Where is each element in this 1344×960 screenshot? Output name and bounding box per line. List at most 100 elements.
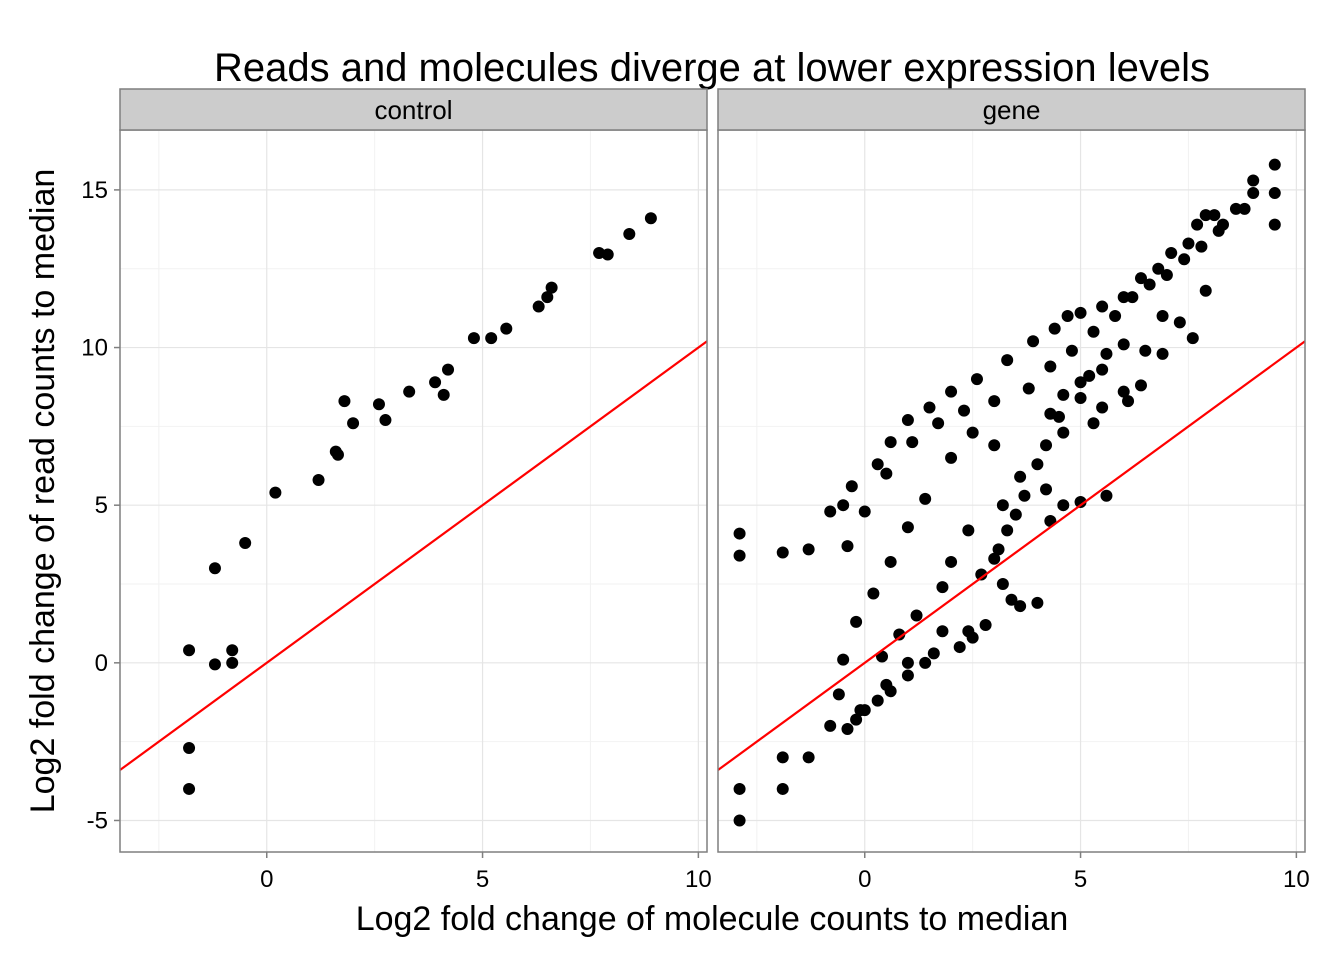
data-point: [845, 480, 858, 493]
data-point: [1009, 508, 1022, 521]
data-point: [1152, 262, 1165, 275]
data-point: [183, 782, 196, 795]
data-point: [966, 631, 979, 644]
data-point: [945, 385, 958, 398]
data-point: [1126, 291, 1139, 304]
data-point: [1074, 496, 1087, 509]
data-point: [923, 401, 936, 414]
data-point: [988, 439, 1001, 452]
data-point: [802, 751, 815, 764]
x-tick-label: 10: [1283, 866, 1310, 893]
data-point: [379, 414, 392, 427]
facet-strip: [119, 88, 708, 131]
data-point: [183, 644, 196, 657]
data-point: [226, 644, 239, 657]
data-point: [429, 376, 442, 389]
data-point: [1083, 369, 1096, 382]
data-point: [623, 228, 636, 241]
data-point: [500, 322, 513, 335]
data-point: [996, 578, 1009, 591]
data-point: [1100, 489, 1113, 502]
data-point: [901, 656, 914, 669]
data-layer: [718, 158, 1305, 827]
data-point: [1057, 388, 1070, 401]
data-point: [824, 719, 837, 732]
data-point: [1160, 269, 1173, 282]
data-point: [1109, 310, 1122, 323]
data-point: [1048, 322, 1061, 335]
reference-line: [718, 340, 1305, 771]
data-point: [467, 332, 480, 345]
data-point: [183, 741, 196, 754]
data-point: [1208, 209, 1221, 222]
data-point: [1268, 158, 1281, 171]
data-point: [1139, 344, 1152, 357]
data-point: [936, 581, 949, 594]
data-point: [1027, 335, 1040, 348]
y-tick-label: 0: [95, 650, 108, 677]
data-point: [893, 628, 906, 641]
data-point: [880, 678, 893, 691]
data-point: [988, 552, 1001, 565]
data-point: [733, 814, 746, 827]
data-point: [1074, 376, 1087, 389]
data-point: [776, 751, 789, 764]
data-point: [1143, 278, 1156, 291]
data-point: [1186, 332, 1199, 345]
x-tick-label: 5: [476, 866, 489, 893]
data-point: [338, 395, 351, 408]
data-point: [1052, 410, 1065, 423]
data-point: [1022, 382, 1035, 395]
data-point: [1238, 202, 1251, 215]
data-point: [1031, 596, 1044, 609]
data-point: [979, 618, 992, 631]
data-point: [901, 669, 914, 682]
data-point: [854, 704, 867, 717]
data-point: [1001, 524, 1014, 537]
data-point: [1191, 218, 1204, 231]
data-point: [880, 467, 893, 480]
panel-control: control 0 5 10 -5 0 5 10 15: [81, 88, 712, 893]
data-point: [1212, 224, 1225, 237]
data-point: [988, 395, 1001, 408]
data-point: [927, 647, 940, 660]
data-point: [802, 543, 815, 556]
data-point: [837, 499, 850, 512]
data-point: [1117, 338, 1130, 351]
data-point: [208, 658, 221, 671]
reference-line: [120, 340, 707, 771]
data-point: [919, 492, 932, 505]
data-point: [1087, 417, 1100, 430]
data-point: [1061, 310, 1074, 323]
data-point: [1165, 246, 1178, 259]
data-point: [871, 458, 884, 471]
data-point: [1117, 291, 1130, 304]
data-point: [841, 723, 854, 736]
data-point: [884, 436, 897, 449]
plot-background: [718, 130, 1305, 852]
data-point: [644, 212, 657, 225]
data-point: [1117, 385, 1130, 398]
data-point: [541, 291, 554, 304]
data-point: [1031, 458, 1044, 471]
plot-background: [120, 130, 707, 852]
data-point: [1182, 237, 1195, 250]
data-point: [485, 332, 498, 345]
data-point: [1014, 600, 1027, 613]
panel-gene: gene 0 5 10: [717, 88, 1310, 893]
y-tick-label: 5: [95, 492, 108, 519]
data-point: [858, 505, 871, 518]
data-point: [442, 363, 455, 376]
x-axis-title: Log2 fold change of molecule counts to m…: [356, 900, 1069, 938]
data-point: [601, 248, 614, 261]
data-point: [992, 543, 1005, 556]
data-point: [1074, 306, 1087, 319]
data-layer: [120, 212, 707, 795]
data-point: [884, 555, 897, 568]
data-point: [932, 417, 945, 430]
data-point: [347, 417, 360, 430]
data-point: [901, 521, 914, 534]
data-point: [1247, 187, 1260, 200]
data-point: [945, 451, 958, 464]
